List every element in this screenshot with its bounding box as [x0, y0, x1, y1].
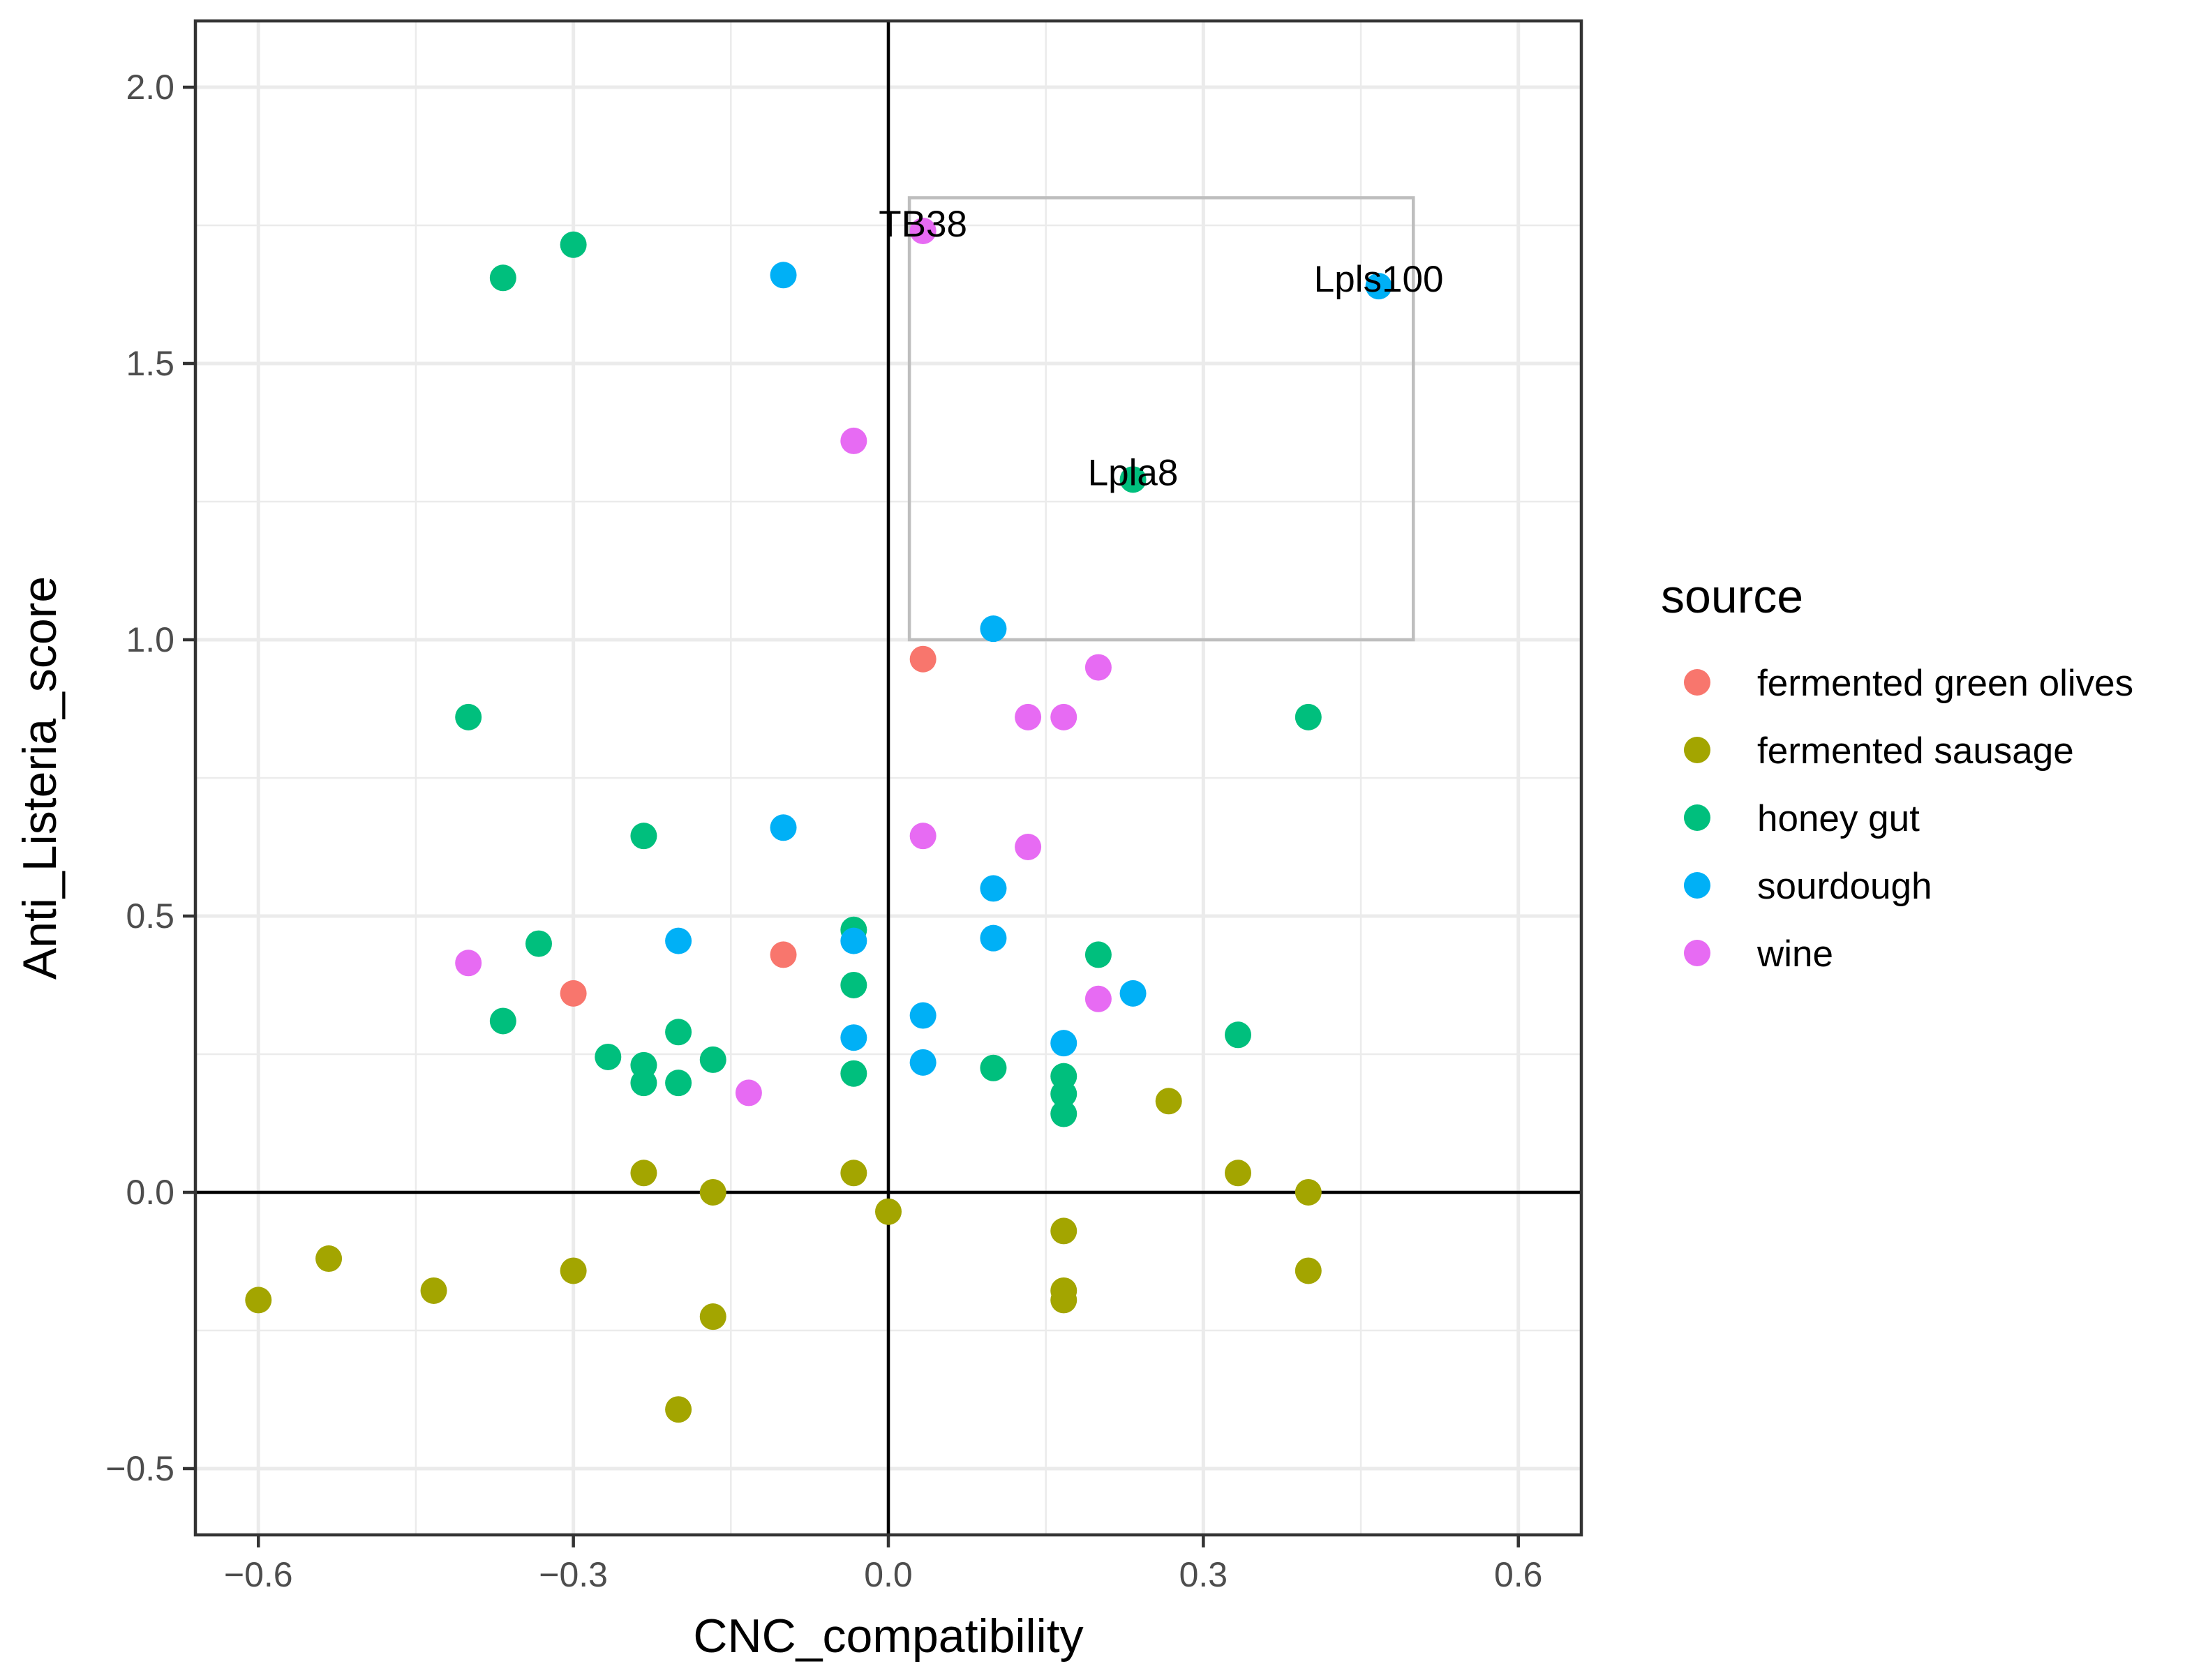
data-point — [699, 1178, 726, 1206]
data-point — [420, 1277, 447, 1304]
y-tick-label: 1.5 — [126, 344, 174, 383]
data-point — [1295, 1257, 1322, 1284]
data-point — [525, 930, 552, 957]
x-tick-label: −0.3 — [539, 1555, 608, 1594]
x-tick-label: 0.0 — [864, 1555, 913, 1594]
y-axis: −0.5 0.0 0.5 1.0 1.5 2.0 — [105, 68, 195, 1488]
reference-lines — [195, 21, 1581, 1535]
data-point — [840, 927, 867, 954]
y-tick-label: −0.5 — [105, 1449, 174, 1488]
data-point — [455, 703, 482, 730]
data-point — [1119, 980, 1147, 1007]
data-point — [1050, 1030, 1077, 1057]
data-point — [840, 1160, 867, 1187]
highlight-rectangle — [907, 196, 1415, 642]
data-point — [1084, 941, 1112, 968]
y-tick-label: 2.0 — [126, 68, 174, 107]
data-point — [770, 814, 797, 841]
legend-swatch — [1684, 669, 1710, 696]
data-point — [980, 615, 1007, 643]
data-point — [630, 1160, 657, 1187]
data-point — [595, 1043, 622, 1070]
highlight-box — [907, 196, 1415, 642]
point-annotation: Lpls100 — [1314, 259, 1444, 300]
y-axis-title: Anti_Listeria_score — [13, 576, 66, 980]
data-point — [909, 645, 937, 673]
data-point — [1015, 833, 1042, 860]
data-point — [665, 1070, 692, 1097]
data-point — [1225, 1021, 1252, 1049]
data-point — [1225, 1160, 1252, 1187]
data-point — [560, 980, 587, 1007]
data-point — [909, 1002, 937, 1029]
point-annotations: TB38 Lpls100 Lpla8 — [879, 204, 1443, 493]
data-point — [1295, 1178, 1322, 1206]
data-point — [1084, 985, 1112, 1012]
data-point — [840, 1024, 867, 1051]
x-tick-label: 0.3 — [1179, 1555, 1228, 1594]
data-point — [665, 927, 692, 954]
data-point — [840, 971, 867, 998]
legend-label: fermented sausage — [1757, 730, 2074, 772]
point-annotation: Lpla8 — [1088, 452, 1179, 493]
legend-swatch — [1684, 940, 1710, 966]
data-point — [699, 1046, 726, 1073]
data-point — [665, 1019, 692, 1046]
data-point — [770, 262, 797, 289]
data-point — [455, 950, 482, 977]
x-axis: −0.6 −0.3 0.0 0.3 0.6 — [224, 1535, 1543, 1594]
data-point — [1015, 703, 1042, 730]
point-annotation: TB38 — [879, 204, 967, 245]
legend-label: fermented green olives — [1757, 663, 2133, 704]
data-point — [1155, 1088, 1182, 1115]
data-point — [840, 1060, 867, 1087]
data-point — [1050, 1081, 1077, 1108]
data-point — [1365, 273, 1392, 300]
data-point — [489, 264, 516, 292]
data-point — [699, 1303, 726, 1330]
data-point — [735, 1079, 762, 1107]
data-point — [1119, 466, 1147, 493]
data-point — [909, 1049, 937, 1076]
legend-swatch — [1684, 804, 1710, 831]
data-point — [875, 1198, 902, 1225]
legend-title: source — [1661, 570, 1803, 623]
data-point — [770, 941, 797, 968]
data-point — [315, 1245, 343, 1273]
legend-swatch — [1684, 737, 1710, 763]
x-tick-label: −0.6 — [224, 1555, 293, 1594]
data-point — [630, 823, 657, 850]
legend: source fermented green olives fermented s… — [1661, 570, 2133, 975]
y-tick-label: 0.5 — [126, 897, 174, 936]
data-point — [1295, 703, 1322, 730]
data-point — [1050, 1100, 1077, 1127]
data-point — [245, 1287, 272, 1314]
legend-label: wine — [1756, 933, 1833, 975]
data-points — [245, 217, 1392, 1423]
y-tick-label: 0.0 — [126, 1173, 174, 1212]
data-point — [980, 875, 1007, 902]
legend-swatch — [1684, 872, 1710, 899]
data-point — [980, 1054, 1007, 1081]
data-point — [560, 231, 587, 258]
data-point — [560, 1257, 587, 1284]
legend-label: sourdough — [1757, 866, 1932, 907]
y-tick-label: 1.0 — [126, 620, 174, 659]
data-point — [1050, 1217, 1077, 1245]
data-point — [909, 823, 937, 850]
data-point — [1050, 1287, 1077, 1314]
data-point — [665, 1396, 692, 1423]
legend-label: honey gut — [1757, 798, 1920, 839]
data-point — [489, 1007, 516, 1035]
data-point — [840, 427, 867, 454]
data-point — [909, 217, 937, 244]
x-tick-label: 0.6 — [1494, 1555, 1543, 1594]
x-axis-title: CNC_compatibility — [693, 1610, 1083, 1663]
data-point — [1084, 654, 1112, 681]
data-point — [630, 1070, 657, 1097]
data-point — [980, 924, 1007, 952]
data-point — [1050, 703, 1077, 730]
